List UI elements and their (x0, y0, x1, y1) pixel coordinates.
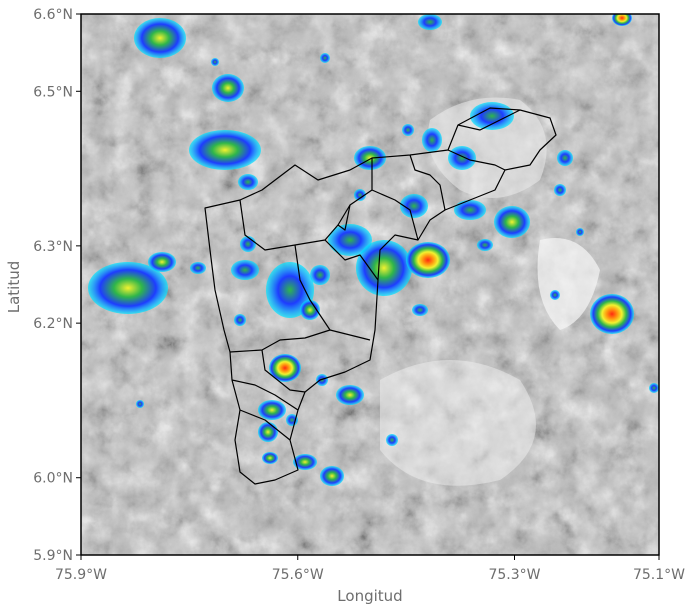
y-axis-ticks: 6.6°N 6.5°N 6.3°N 6.2°N 6.0°N 5.9°N (33, 7, 81, 564)
y-tick-label: 6.3°N (33, 239, 73, 255)
boundary-i (231, 379, 299, 411)
radar-cell (412, 304, 428, 316)
radar-cell (211, 58, 219, 66)
x-axis-title: Longitud (337, 587, 402, 605)
radar-cell (448, 146, 476, 170)
x-tick-label: 75.9°W (55, 567, 107, 583)
radar-cell (189, 130, 261, 170)
radar-cell (336, 385, 364, 405)
x-tick-label: 75.6°W (272, 567, 324, 583)
radar-cell (454, 200, 486, 220)
y-axis-title: Latitud (5, 261, 23, 314)
x-axis-ticks: 75.9°W 75.6°W 75.3°W 75.1°W (55, 555, 685, 583)
radar-cell (386, 434, 398, 446)
y-tick-label: 6.5°N (33, 84, 73, 100)
radar-cell (402, 124, 414, 136)
radar-cell (190, 262, 206, 274)
y-tick-label: 6.0°N (33, 471, 73, 487)
radar-cell (212, 74, 244, 102)
radar-cell (406, 242, 450, 278)
radar-cell (258, 422, 278, 442)
radar-cell (234, 314, 246, 326)
x-tick-label: 75.1°W (633, 567, 685, 583)
radar-cell (590, 294, 634, 334)
boundary-f (324, 239, 379, 281)
boundary-j (239, 409, 291, 441)
map-plot-area (81, 14, 659, 555)
radar-cell (300, 300, 320, 320)
map-frame (80, 13, 660, 556)
radar-cell (328, 224, 372, 256)
radar-cell (134, 18, 186, 58)
radar-cell (354, 146, 386, 170)
radar-cell (418, 14, 442, 30)
radar-cell (238, 174, 258, 190)
radar-cell (240, 236, 256, 252)
radar-cell (293, 454, 317, 470)
radar-cell (258, 400, 286, 420)
radar-cell (262, 452, 278, 464)
light-plateau-area (380, 360, 536, 486)
radar-cell (612, 14, 632, 26)
x-tick-label: 75.3°W (488, 567, 540, 583)
radar-cell (310, 265, 330, 285)
boundary-b (371, 189, 419, 241)
radar-cell (554, 184, 566, 196)
boundary-h (261, 349, 306, 393)
radar-cell (576, 228, 584, 236)
boundary-c (409, 154, 446, 211)
boundary-outer (204, 107, 557, 485)
y-tick-label: 5.9°N (33, 548, 73, 564)
radar-cell (494, 206, 530, 238)
radar-cell (477, 239, 493, 251)
y-tick-label: 6.6°N (33, 7, 73, 23)
boundary-d (447, 149, 506, 171)
radar-cell (136, 400, 144, 408)
radar-cell (148, 252, 176, 272)
radar-cell (269, 354, 301, 382)
radar-cell (649, 383, 659, 393)
radar-cell (231, 260, 259, 280)
light-valley-area (428, 97, 547, 198)
radar-cell (320, 53, 330, 63)
municipal-boundaries (204, 107, 557, 485)
boundary-l (337, 204, 351, 231)
radar-cell (356, 240, 412, 296)
radar-cell (354, 189, 366, 201)
boundary-e (457, 109, 521, 131)
light-reservoir-area (537, 238, 600, 330)
radar-cell (400, 194, 428, 218)
radar-cell (88, 262, 168, 314)
radar-cell (320, 466, 344, 486)
y-tick-label: 6.2°N (33, 316, 73, 332)
radar-cell (422, 128, 442, 152)
radar-cell (316, 374, 328, 386)
radar-cell (550, 290, 560, 300)
radar-overlay (88, 14, 659, 486)
radar-cell (557, 150, 573, 166)
boundary-k (294, 244, 331, 331)
